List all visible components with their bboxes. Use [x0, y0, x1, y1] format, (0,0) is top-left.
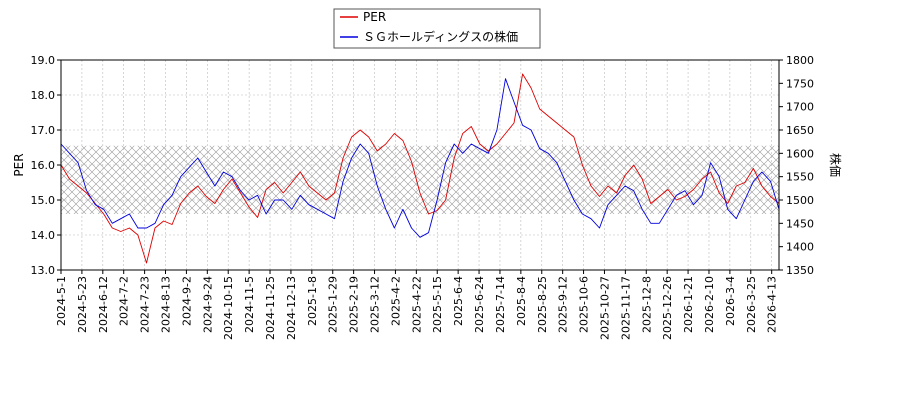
x-tick-label: 2025-1-29 — [327, 276, 340, 333]
left-tick-label: 16.0 — [31, 159, 56, 172]
x-tick-label: 2026-3-4 — [724, 276, 737, 326]
left-tick-label: 14.0 — [31, 229, 56, 242]
left-tick-label: 17.0 — [31, 124, 56, 137]
x-tick-label: 2025-4-22 — [410, 276, 423, 333]
x-tick-label: 2025-6-24 — [473, 276, 486, 333]
left-tick-label: 13.0 — [31, 264, 56, 277]
x-tick-label: 2024-9-24 — [201, 276, 214, 333]
x-tick-label: 2024-6-12 — [97, 276, 110, 333]
x-tick-label: 2024-5-23 — [76, 276, 89, 333]
x-tick-label: 2025-10-27 — [598, 276, 611, 340]
x-tick-label: 2025-3-12 — [369, 276, 382, 333]
x-tick-label: 2025-8-4 — [515, 276, 528, 326]
legend-label-price: ＳＧホールディングスの株価 — [363, 29, 518, 44]
right-tick-label: 1750 — [786, 77, 814, 90]
x-tick-label: 2024-7-23 — [139, 276, 152, 333]
x-tick-label: 2025-1-8 — [306, 276, 319, 326]
x-tick-label: 2024-7-2 — [118, 276, 131, 326]
x-tick-label: 2024-11-25 — [264, 276, 277, 340]
right-tick-label: 1450 — [786, 217, 814, 230]
x-tick-label: 2024-8-13 — [160, 276, 173, 333]
x-tick-label: 2025-10-6 — [578, 276, 591, 333]
x-tick-label: 2025-2-19 — [348, 276, 361, 333]
left-tick-label: 18.0 — [31, 89, 56, 102]
x-tick-label: 2024-11-5 — [243, 276, 256, 333]
right-tick-label: 1500 — [786, 194, 814, 207]
right-tick-label: 1400 — [786, 241, 814, 254]
x-tick-label: 2025-7-14 — [494, 276, 507, 333]
left-tick-label: 15.0 — [31, 194, 56, 207]
right-tick-label: 1650 — [786, 124, 814, 137]
right-tick-label: 1350 — [786, 264, 814, 277]
series-lines — [60, 73, 780, 264]
price-series-line — [60, 78, 780, 238]
x-tick-label: 2025-6-4 — [452, 276, 465, 326]
right-tick-label: 1550 — [786, 171, 814, 184]
x-tick-label: 2025-4-2 — [389, 276, 402, 326]
legend-box — [333, 8, 541, 49]
legend-label-per: PER — [363, 10, 386, 24]
left-tick-label: 19.0 — [31, 54, 56, 67]
left-axis: 13.0 14.0 15.0 16.0 17.0 18.0 19.0 — [31, 54, 61, 277]
x-axis: 2024-5-1 2024-5-23 2024-6-12 2024-7-2 2024-7… — [55, 270, 779, 340]
right-tick-label: 1600 — [786, 147, 814, 160]
right-tick-label: 1800 — [786, 54, 814, 67]
x-tick-label: 2026-3-25 — [745, 276, 758, 333]
grid — [60, 59, 779, 271]
x-tick-label: 2024-9-2 — [180, 276, 193, 326]
left-axis-label: PER — [12, 153, 26, 176]
x-tick-label: 2025-8-25 — [536, 276, 549, 333]
x-tick-label: 2025-9-12 — [557, 276, 570, 333]
x-tick-label: 2025-5-15 — [431, 276, 444, 333]
per-series-line — [60, 73, 780, 264]
x-tick-label: 2026-1-21 — [682, 276, 695, 333]
legend: PER ＳＧホールディングスの株価 — [333, 8, 541, 49]
shaded-band-area — [61, 145, 779, 214]
x-tick-label: 2026-2-10 — [703, 276, 716, 333]
right-tick-label: 1700 — [786, 101, 814, 114]
x-tick-label: 2025-12-8 — [640, 276, 653, 333]
right-axis: 1350 1400 1450 1500 1550 1600 1650 1700 1750 1800 — [779, 54, 814, 277]
x-tick-label: 2025-12-26 — [661, 276, 674, 340]
x-tick-label: 2024-5-1 — [55, 276, 68, 326]
shaded-band — [61, 145, 779, 214]
x-tick-label: 2025-11-17 — [619, 276, 632, 340]
x-tick-label: 2024-12-13 — [285, 276, 298, 340]
x-tick-label: 2026-4-13 — [766, 276, 779, 333]
x-tick-label: 2024-10-15 — [222, 276, 235, 340]
right-axis-label: 株価 — [828, 153, 843, 177]
